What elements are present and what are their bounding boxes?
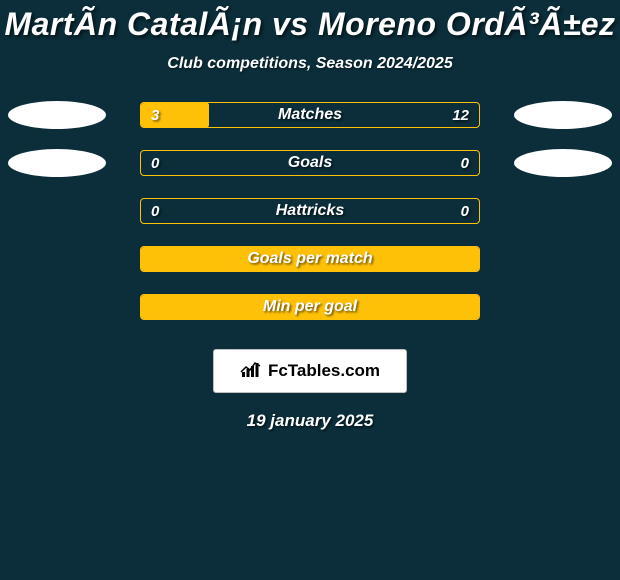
- date-label: 19 january 2025: [0, 411, 620, 431]
- stat-row: 312Matches: [0, 101, 620, 129]
- stat-bar: 312Matches: [140, 102, 480, 128]
- left-ellipse: [8, 101, 106, 129]
- stat-row: Min per goal: [0, 293, 620, 321]
- stat-label: Min per goal: [141, 295, 479, 319]
- page-title: MartÃ­n CatalÃ¡n vs Moreno OrdÃ³Ã±ez: [0, 0, 620, 43]
- stat-label: Goals: [141, 151, 479, 175]
- stat-row: 00Goals: [0, 149, 620, 177]
- logo-text: FcTables.com: [268, 361, 380, 381]
- chart-icon: [240, 360, 262, 383]
- left-ellipse: [8, 149, 106, 177]
- stat-row: 00Hattricks: [0, 197, 620, 225]
- stat-row: Goals per match: [0, 245, 620, 273]
- stat-bar: Goals per match: [140, 246, 480, 272]
- logo-box: FcTables.com: [213, 349, 407, 393]
- right-ellipse: [514, 101, 612, 129]
- page-subtitle: Club competitions, Season 2024/2025: [0, 55, 620, 73]
- stat-label: Goals per match: [141, 247, 479, 271]
- stat-bar: 00Hattricks: [140, 198, 480, 224]
- stat-label: Hattricks: [141, 199, 479, 223]
- comparison-rows: 312Matches 00Goals 00Hattricks Goals per ma…: [0, 101, 620, 321]
- stat-label: Matches: [141, 103, 479, 127]
- stat-bar: Min per goal: [140, 294, 480, 320]
- stat-bar: 00Goals: [140, 150, 480, 176]
- right-ellipse: [514, 149, 612, 177]
